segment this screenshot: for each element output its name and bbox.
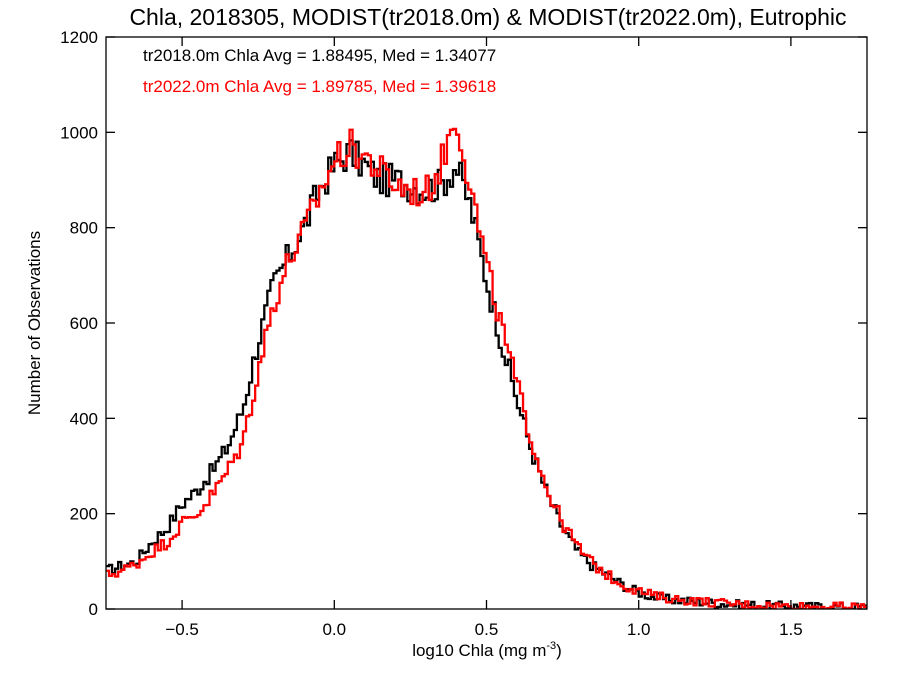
- y-axis-label: Number of Observations: [25, 231, 44, 415]
- y-tick-label: 0: [89, 600, 98, 619]
- chart-title: Chla, 2018305, MODIST(tr2018.0m) & MODIS…: [129, 4, 846, 30]
- y-tick-label: 400: [70, 409, 98, 428]
- x-axis-label-end: ): [556, 641, 562, 660]
- series-group: [106, 127, 867, 609]
- series-line-tr2018.0m: [106, 139, 867, 609]
- y-tick-label: 1200: [60, 28, 98, 47]
- x-tick-label: 1.5: [779, 620, 803, 639]
- x-tick-label: 0.5: [475, 620, 499, 639]
- plot-frame: [105, 36, 868, 610]
- x-tick-label: −0.5: [165, 620, 199, 639]
- legend-entry-tr2018: tr2018.0m Chla Avg = 1.88495, Med = 1.34…: [143, 46, 496, 65]
- y-tick-label: 1000: [60, 123, 98, 142]
- y-tick-label: 600: [70, 314, 98, 333]
- legend-entry-tr2022: tr2022.0m Chla Avg = 1.89785, Med = 1.39…: [143, 77, 496, 96]
- y-tick-label: 800: [70, 219, 98, 238]
- ticks-group: −0.5 0.0 0.5 1.0 1.5 0 200 400 600 800 1000 1200: [60, 28, 867, 639]
- x-tick-label: 1.0: [627, 620, 651, 639]
- x-axis-label: log10 Chla (mg m-3): [412, 640, 562, 660]
- series-line-tr2022.0m: [106, 127, 867, 609]
- x-axis-label-superscript: -3: [546, 640, 556, 652]
- y-tick-label: 200: [70, 505, 98, 524]
- x-axis-label-main: log10 Chla (mg m: [412, 641, 546, 660]
- x-tick-label: 0.0: [322, 620, 346, 639]
